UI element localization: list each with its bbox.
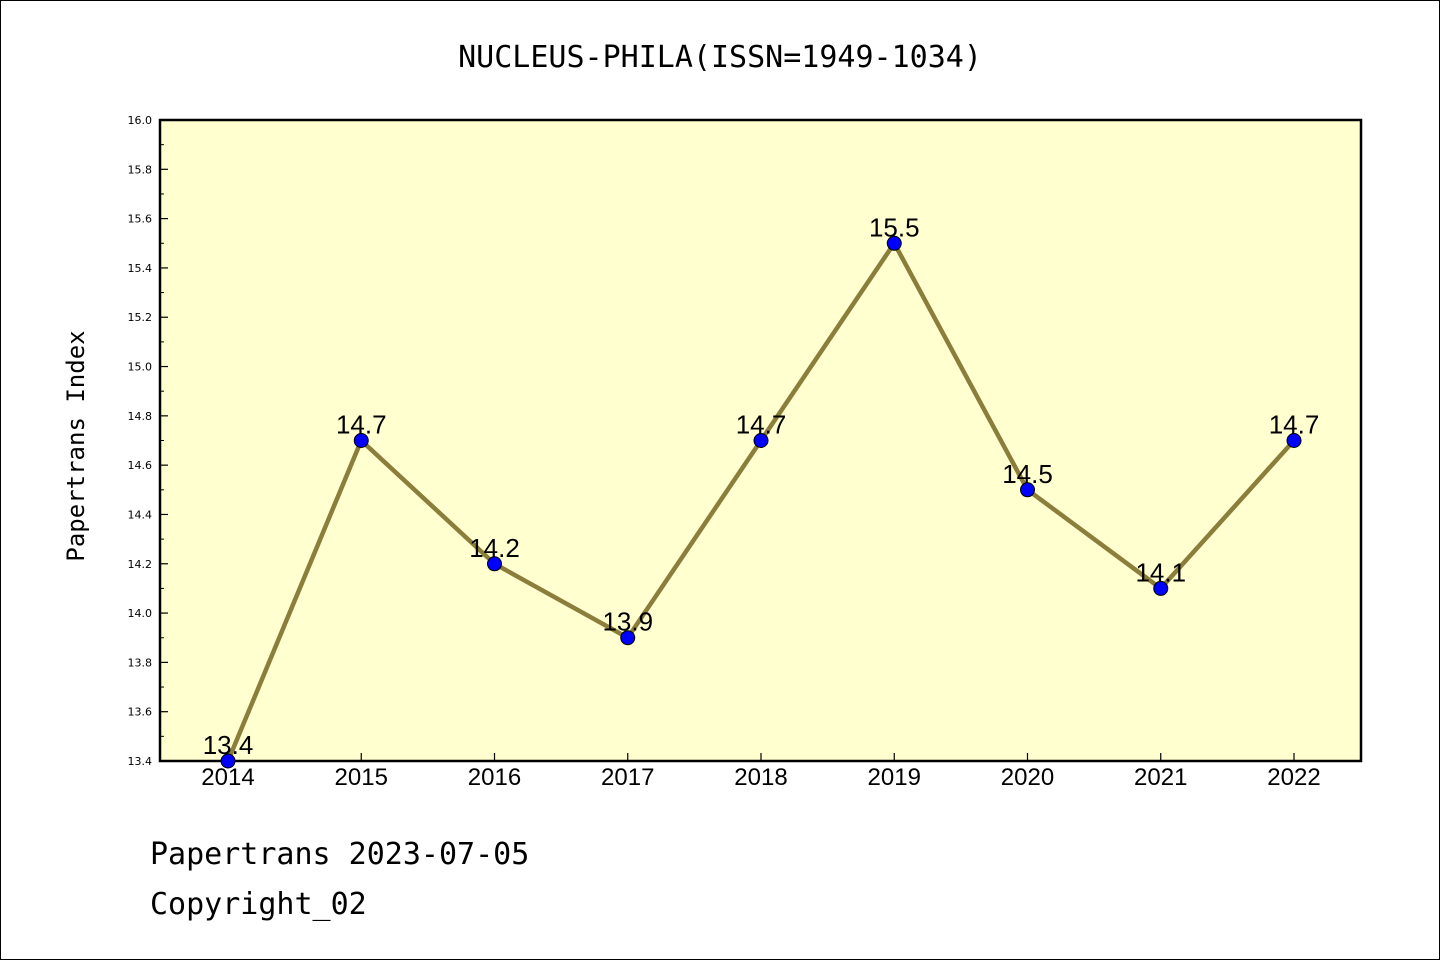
x-axis: 2014 2015 2016 2017 2018 2019 2020 2021 2022 [201,753,1321,791]
x-tick-label: 2021 [1134,764,1187,791]
y-tick-label: 15.6 [128,213,153,226]
x-tick-label: 2015 [335,764,388,791]
data-label: 15.5 [869,212,920,242]
data-point [353,433,369,448]
data-point [886,235,902,251]
data-point [487,556,502,572]
y-tick-label: 15.8 [128,163,153,176]
y-tick-label: 14.8 [128,410,153,423]
data-label: 14.7 [736,410,787,440]
y-tick-label: 14.0 [128,607,153,620]
data-label: 13.4 [203,730,254,760]
data-point [753,433,769,448]
data-point [620,630,636,646]
data-point [1020,482,1035,498]
y-tick-label: 14.6 [128,459,153,472]
footer-copyright: Copyright_02 [150,887,367,922]
data-label: 14.7 [336,410,387,440]
data-point [220,753,236,769]
y-tick-label: 14.4 [128,508,153,521]
y-tick-label: 13.4 [128,755,153,768]
series-line-group [220,235,1302,769]
data-label: 13.9 [602,607,653,637]
y-tick-label: 15.4 [128,262,153,275]
data-point [1153,580,1169,596]
y-tick-label: 16.0 [128,114,153,127]
y-tick-label: 14.2 [128,558,153,571]
y-tick-label: 13.8 [128,656,153,669]
data-label: 14.1 [1135,557,1186,587]
data-label: 14.2 [469,533,520,563]
data-point [1286,433,1302,448]
chart-title: NUCLEUS-PHILA(ISSN=1949-1034) [458,40,982,75]
y-tick-label: 15.2 [128,311,153,324]
data-label-group: 13.4 14.7 14.2 13.9 14.7 15.5 14.5 14.1 14.7 [203,212,1320,760]
y-tick-label: 13.6 [128,706,153,719]
y-tick-label: 15.0 [128,361,153,374]
data-label: 14.5 [1002,459,1053,489]
x-tick-label: 2019 [868,764,921,791]
y-axis-label: Papertrans Index [62,330,90,561]
data-label: 14.7 [1269,410,1320,440]
x-tick-label: 2022 [1267,764,1320,791]
x-tick-label: 2016 [468,764,521,791]
x-tick-label: 2018 [734,764,787,791]
y-axis: 13.4 13.6 13.8 14.0 14.2 14.4 14.6 14.8 15.0 15.2… [128,114,168,768]
x-tick-label: 2017 [601,764,654,791]
x-tick-label: 2020 [1001,764,1054,791]
footer-date: Papertrans 2023-07-05 [150,837,529,872]
